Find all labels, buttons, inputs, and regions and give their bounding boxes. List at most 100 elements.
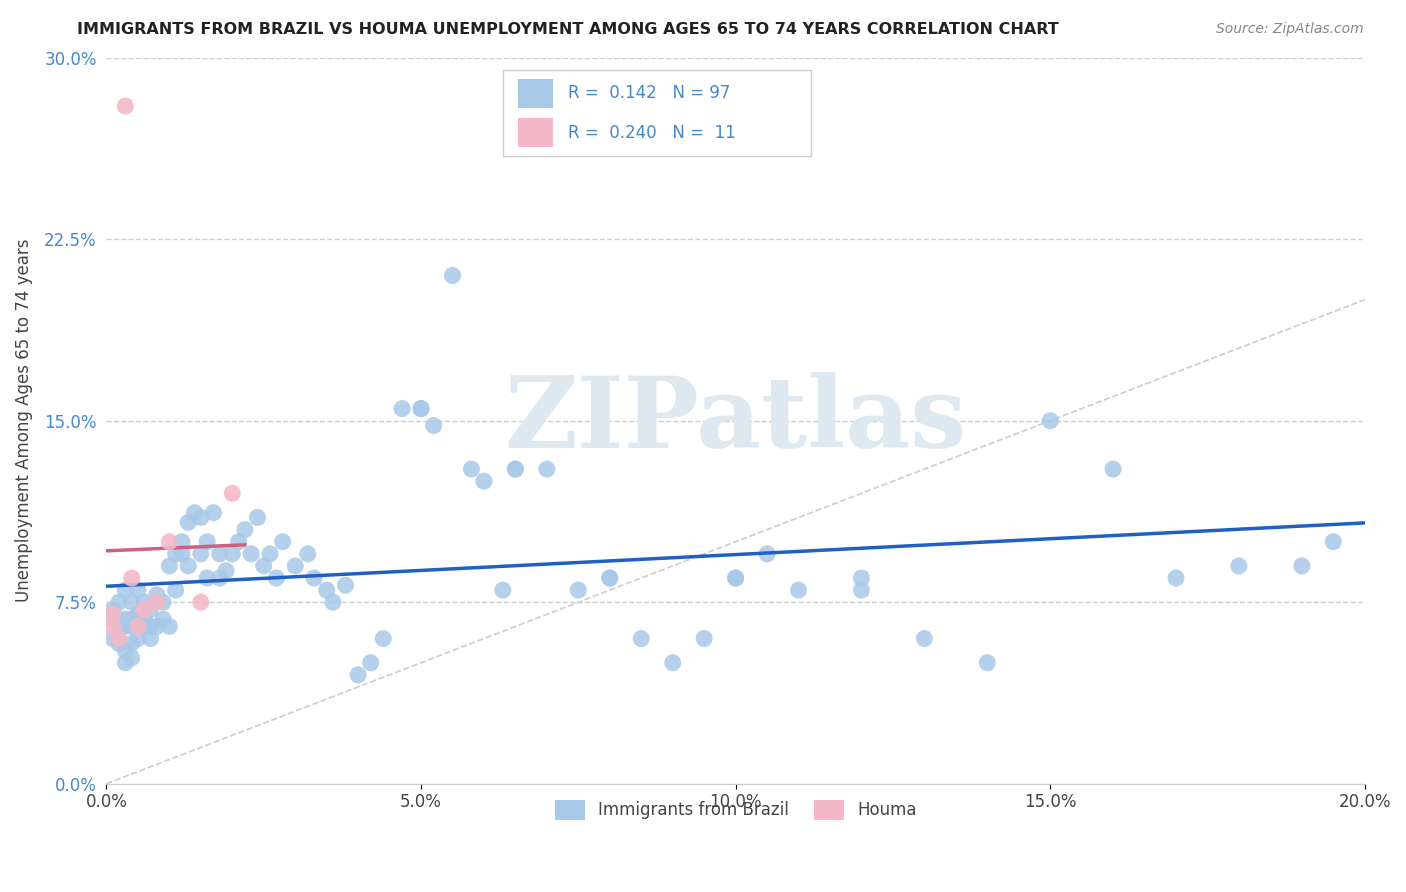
FancyBboxPatch shape	[517, 78, 553, 108]
Point	[221, 547, 243, 561]
Point	[724, 571, 747, 585]
Point	[146, 588, 169, 602]
Point	[127, 619, 149, 633]
Text: Source: ZipAtlas.com: Source: ZipAtlas.com	[1216, 22, 1364, 37]
Point	[152, 595, 174, 609]
Point	[114, 99, 136, 113]
Point	[851, 571, 873, 585]
Point	[101, 607, 124, 622]
Point	[108, 619, 131, 633]
Point	[240, 547, 263, 561]
Point	[134, 595, 156, 609]
Point	[139, 619, 162, 633]
Point	[108, 595, 131, 609]
Point	[108, 612, 131, 626]
Point	[284, 558, 307, 573]
Point	[599, 571, 621, 585]
Point	[630, 632, 652, 646]
Point	[190, 510, 212, 524]
Point	[215, 564, 238, 578]
Point	[266, 571, 288, 585]
Point	[139, 602, 162, 616]
Point	[146, 619, 169, 633]
Point	[177, 516, 200, 530]
Point	[190, 547, 212, 561]
Point	[195, 534, 218, 549]
Point	[409, 401, 432, 416]
Point	[121, 651, 143, 665]
Point	[165, 583, 187, 598]
Point	[114, 643, 136, 657]
Point	[146, 595, 169, 609]
Point	[661, 656, 683, 670]
Point	[152, 612, 174, 626]
Point	[177, 558, 200, 573]
Point	[391, 401, 413, 416]
Point	[157, 558, 180, 573]
FancyBboxPatch shape	[517, 118, 553, 147]
Point	[157, 619, 180, 633]
Point	[170, 547, 193, 561]
Point	[409, 401, 432, 416]
Point	[127, 632, 149, 646]
Point	[756, 547, 779, 561]
Point	[157, 534, 180, 549]
Point	[134, 619, 156, 633]
Point	[851, 583, 873, 598]
Point	[114, 619, 136, 633]
Point	[114, 656, 136, 670]
Point	[259, 547, 281, 561]
Text: R =  0.142   N = 97: R = 0.142 N = 97	[568, 84, 731, 103]
Point	[101, 619, 124, 633]
Point	[422, 418, 444, 433]
Point	[228, 534, 250, 549]
Point	[127, 619, 149, 633]
Point	[183, 506, 205, 520]
Point	[221, 486, 243, 500]
Point	[505, 462, 527, 476]
Point	[976, 656, 998, 670]
Point	[108, 632, 131, 646]
Point	[599, 571, 621, 585]
Point	[347, 668, 370, 682]
Point	[170, 534, 193, 549]
Point	[190, 595, 212, 609]
Point	[127, 607, 149, 622]
Point	[1164, 571, 1187, 585]
Point	[472, 474, 495, 488]
Point	[208, 571, 231, 585]
Point	[1102, 462, 1125, 476]
Point	[121, 612, 143, 626]
Point	[360, 656, 382, 670]
Point	[101, 632, 124, 646]
Point	[787, 583, 810, 598]
Point	[1227, 558, 1250, 573]
Point	[246, 510, 269, 524]
Point	[165, 547, 187, 561]
Point	[121, 571, 143, 585]
Point	[335, 578, 357, 592]
Point	[233, 523, 256, 537]
Point	[121, 595, 143, 609]
Point	[693, 632, 716, 646]
Point	[492, 583, 515, 598]
Point	[208, 547, 231, 561]
Point	[373, 632, 395, 646]
Point	[567, 583, 589, 598]
Legend: Immigrants from Brazil, Houma: Immigrants from Brazil, Houma	[548, 794, 924, 826]
Point	[315, 583, 337, 598]
Point	[1322, 534, 1344, 549]
Point	[202, 506, 225, 520]
Point	[912, 632, 935, 646]
Point	[134, 612, 156, 626]
Point	[271, 534, 294, 549]
Point	[724, 571, 747, 585]
Point	[139, 632, 162, 646]
Point	[441, 268, 464, 283]
Text: R =  0.240   N =  11: R = 0.240 N = 11	[568, 124, 735, 142]
Point	[302, 571, 325, 585]
Point	[1039, 414, 1062, 428]
Point	[114, 583, 136, 598]
Point	[297, 547, 319, 561]
Text: IMMIGRANTS FROM BRAZIL VS HOUMA UNEMPLOYMENT AMONG AGES 65 TO 74 YEARS CORRELATI: IMMIGRANTS FROM BRAZIL VS HOUMA UNEMPLOY…	[77, 22, 1059, 37]
